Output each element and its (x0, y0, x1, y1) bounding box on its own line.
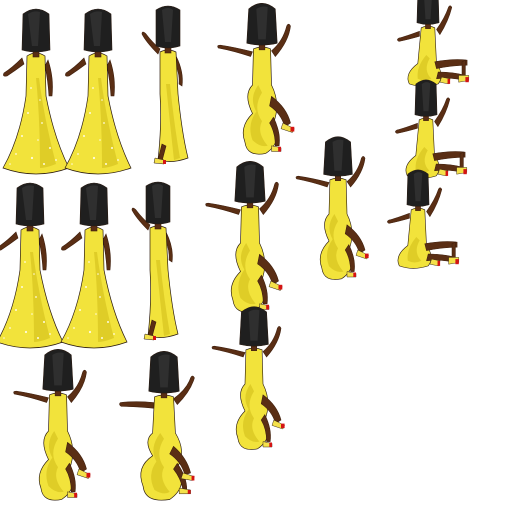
sprite-sit-3 (386, 169, 460, 269)
sprite-sit-1 (396, 0, 470, 87)
sprite-wave-3 (295, 136, 370, 280)
sprite-wave-5 (211, 306, 286, 450)
sprite-stand-side-1 (141, 5, 189, 165)
sprite-stand-front-3 (0, 182, 64, 349)
sprite-sit-2 (394, 79, 468, 179)
sprite-stand-front-1 (2, 8, 70, 175)
sprite-stand-side-2 (131, 181, 179, 341)
sprite-stand-front-4 (60, 182, 128, 349)
sprite-layer (0, 0, 470, 501)
sprite-walk-1 (119, 350, 195, 501)
sprite-wave-4 (13, 348, 91, 501)
sprite-wave-2 (205, 160, 283, 313)
sprite-wave-1 (217, 2, 295, 155)
sprite-stand-front-2 (64, 8, 132, 175)
